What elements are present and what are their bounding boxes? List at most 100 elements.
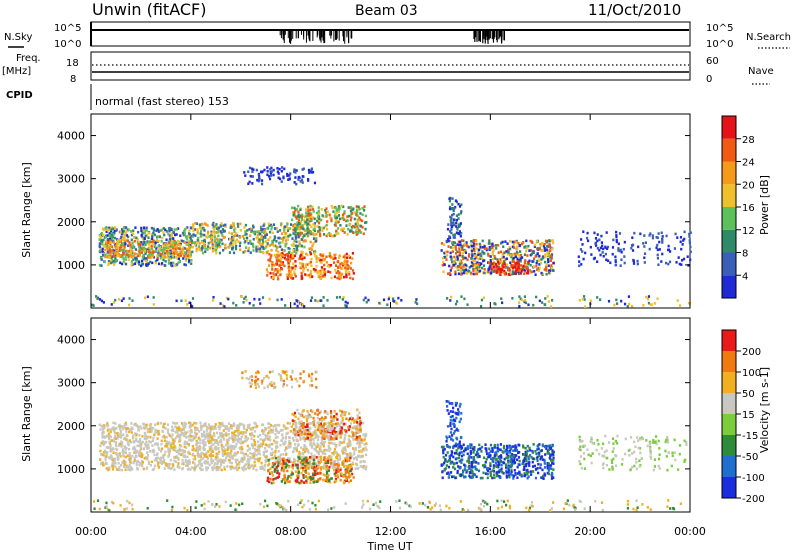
power-cell [262, 247, 265, 251]
power-cell [164, 242, 167, 246]
velocity-cell [234, 436, 237, 439]
velocity-cell [218, 440, 222, 443]
power-cell [505, 250, 508, 253]
power-cell [355, 205, 358, 208]
power-cell [304, 263, 307, 266]
velocity-cell [215, 439, 218, 442]
velocity-cell [119, 430, 123, 434]
velocity-cell [233, 424, 236, 427]
power-cell [133, 262, 137, 266]
power-cell [596, 239, 599, 243]
power-cell [538, 299, 541, 303]
velocity-cell [204, 437, 207, 440]
power-cell [102, 233, 105, 237]
power-cell [458, 230, 461, 233]
velocity-cell [216, 456, 219, 459]
power-cell [276, 270, 279, 274]
power-cell [323, 273, 327, 277]
velocity-cell [191, 461, 195, 464]
power-cell [267, 264, 271, 267]
velocity-cell [326, 436, 329, 439]
power-cell [623, 302, 627, 306]
power-cell [489, 271, 493, 275]
velocity-cell [312, 442, 316, 445]
velocity-cell [281, 464, 284, 468]
velocity-cell [100, 453, 103, 456]
velocity-cell [236, 463, 239, 466]
power-cell [110, 244, 113, 248]
power-cell [268, 258, 271, 262]
nave-label: Nave [748, 66, 774, 77]
velocity-cell [273, 439, 276, 443]
power-cell [252, 245, 255, 249]
velocity-cell [278, 424, 281, 427]
power-cell [295, 217, 298, 220]
power-cell [387, 297, 390, 301]
power-cell [152, 227, 155, 231]
power-cell [268, 230, 272, 234]
power-cell [138, 260, 141, 264]
velocity-cell [123, 463, 126, 466]
velocity-cell [208, 441, 211, 445]
velocity-cell [181, 462, 184, 466]
velocity-cell [343, 436, 346, 440]
power-cell [121, 235, 124, 239]
power-cell [550, 256, 553, 260]
velocity-cell [172, 463, 175, 467]
power-cell [123, 233, 126, 236]
velocity-cell [235, 467, 238, 471]
velocity-cell [299, 436, 302, 439]
velocity-cell [145, 425, 148, 429]
power-cell [323, 263, 326, 267]
velocity-cell [303, 439, 307, 443]
power-cell [149, 260, 152, 264]
velocity-cell [359, 464, 362, 468]
velocity-cell [156, 461, 160, 464]
velocity-cell [241, 423, 244, 426]
velocity-cell [243, 427, 246, 431]
velocity-cell [302, 448, 305, 451]
power-cell [190, 239, 194, 243]
power-cell [487, 252, 490, 256]
noise-ytick-right-top: 10^5 [706, 23, 733, 34]
velocity-cell [118, 427, 121, 430]
power-cell [260, 182, 264, 186]
velocity-cell [344, 422, 347, 426]
power-cell [656, 253, 659, 257]
velocity-cell [111, 465, 114, 468]
power-cell [504, 265, 507, 269]
power-cell [329, 234, 332, 238]
power-cell [351, 224, 355, 228]
power-cell [324, 208, 327, 212]
velocity-cell [180, 422, 184, 425]
velocity-cell [182, 462, 185, 466]
power-cell [175, 299, 178, 303]
velocity-cell [139, 425, 142, 428]
velocity-cell [359, 460, 362, 464]
power-cell [664, 261, 668, 265]
power-cell [190, 234, 193, 238]
power-cell [117, 298, 121, 301]
velocity-cell [210, 446, 213, 449]
velocity-cell [246, 444, 249, 448]
power-cell [167, 232, 170, 236]
velocity-cell [215, 468, 218, 472]
power-cell [131, 246, 134, 250]
velocity-cell [354, 456, 358, 459]
power-cbar-tick-label: 20 [742, 180, 755, 191]
power-cell [176, 257, 179, 261]
velocity-cell [244, 431, 248, 434]
power-cell [679, 240, 682, 244]
power-cell [308, 247, 311, 251]
power-cell [273, 263, 276, 267]
velocity-cell [352, 438, 355, 441]
power-cell [293, 273, 297, 276]
power-cell [307, 214, 310, 217]
velocity-cell [169, 467, 172, 471]
power-cell [209, 246, 212, 250]
power-cell [214, 225, 217, 228]
velocity-cell [174, 460, 177, 464]
power-cell [322, 270, 326, 274]
power-cell [452, 236, 455, 239]
power-cell [220, 222, 223, 225]
